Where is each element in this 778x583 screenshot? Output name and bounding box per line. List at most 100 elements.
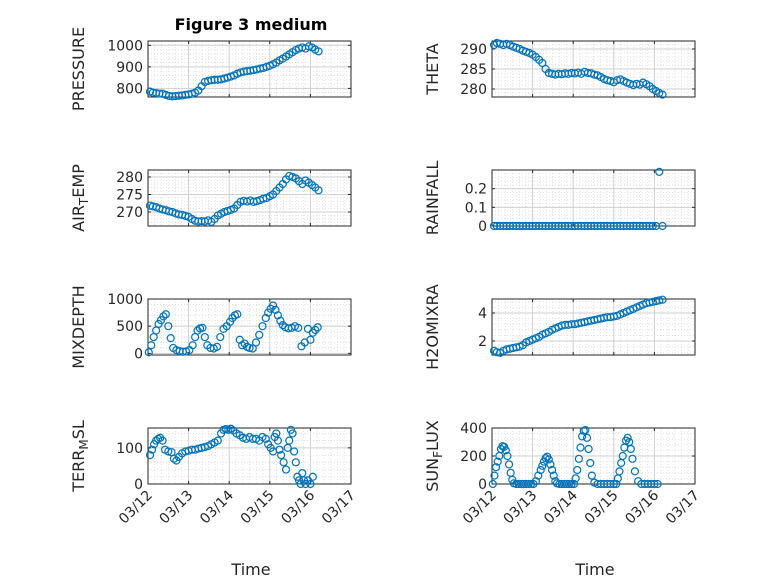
data-point <box>313 323 322 332</box>
data-point <box>612 479 621 489</box>
subplot-h2omixra: 2 4 H2OMIXRA <box>423 284 696 370</box>
y-axis-label: H2OMIXRA <box>423 284 442 370</box>
data-point <box>306 479 315 489</box>
data-point <box>576 443 585 452</box>
data-point <box>538 461 547 470</box>
data-point <box>547 465 557 475</box>
y-axis-label: AIRTEMP <box>69 164 91 232</box>
y-tick-label: 2 <box>478 334 487 350</box>
y-tick-label: 900 <box>116 60 143 76</box>
data-point <box>273 436 283 445</box>
x-axis-label-left: Time <box>230 560 270 579</box>
data-point <box>164 447 173 456</box>
y-tick-label: 4 <box>478 306 487 322</box>
data-point <box>653 479 662 489</box>
y-tick-label: 280 <box>116 170 143 186</box>
data-point <box>609 479 618 489</box>
data-point <box>161 310 170 319</box>
data-point <box>279 458 288 467</box>
data-point <box>581 426 590 435</box>
data-point <box>571 474 580 483</box>
data-point <box>658 295 667 304</box>
y-tick-label: 280 <box>460 82 487 98</box>
data-point <box>188 341 197 350</box>
data-point <box>524 479 533 489</box>
figure-title: Figure 3 medium <box>175 15 328 34</box>
data-point <box>586 458 595 468</box>
data-point <box>658 90 667 99</box>
data-point <box>628 454 637 463</box>
y-tick-label: 0 <box>134 346 143 362</box>
data-point <box>650 479 659 489</box>
data-point <box>544 455 553 464</box>
data-point <box>630 467 640 476</box>
data-point <box>144 348 153 357</box>
y-tick-label: 275 <box>116 188 143 204</box>
y-tick-label: 400 <box>460 421 487 437</box>
subplot-pressure: 800 900 1000 PRESSURE <box>69 27 352 111</box>
data-point <box>245 343 254 353</box>
data-point <box>158 436 167 445</box>
data-point <box>565 479 574 489</box>
data-point <box>233 310 242 319</box>
axes-box <box>147 298 352 356</box>
data-point <box>648 221 657 231</box>
data-point <box>255 330 264 339</box>
subplot-mixdepth: 0 500 1000 MIXDEPTH <box>69 285 352 369</box>
data-point <box>551 477 560 486</box>
y-tick-label: 0 <box>478 477 487 493</box>
data-point <box>491 463 501 472</box>
data-point <box>501 446 510 455</box>
y-tick-label: 0 <box>134 477 143 493</box>
y-axis-label: SUNFLUX <box>423 420 445 492</box>
data-point <box>275 445 284 454</box>
data-point <box>606 479 615 489</box>
data-point <box>314 186 323 195</box>
data-point <box>268 301 278 310</box>
y-tick-label: 1000 <box>107 38 143 54</box>
data-point <box>213 436 222 445</box>
data-point <box>258 322 267 331</box>
data-point <box>290 447 299 456</box>
data-point <box>658 221 667 231</box>
y-tick-label: 800 <box>116 81 143 97</box>
data-point <box>277 450 286 460</box>
data-point <box>567 479 576 489</box>
y-tick-label: 500 <box>116 319 143 335</box>
data-point <box>147 445 157 454</box>
data-point <box>488 479 497 489</box>
axes-box <box>491 298 696 356</box>
data-point <box>169 454 179 463</box>
data-point <box>164 322 173 331</box>
data-point <box>618 451 627 461</box>
data-point <box>216 332 225 342</box>
data-point <box>200 332 209 342</box>
data-point <box>503 451 512 461</box>
y-axis-label: MIXDEPTH <box>69 285 88 368</box>
data-point <box>489 221 499 231</box>
y-tick-label: 1000 <box>107 292 143 308</box>
y-tick-label: 0.1 <box>465 200 487 216</box>
data-point <box>587 471 596 480</box>
data-point <box>226 424 235 433</box>
data-point <box>574 454 583 463</box>
data-point <box>159 312 168 321</box>
data-point <box>549 471 558 480</box>
data-point <box>582 433 592 442</box>
subplot-theta: 280 285 290 THETA <box>423 38 696 99</box>
axes-box <box>147 40 352 98</box>
data-point <box>546 460 555 469</box>
y-tick-label: 200 <box>460 449 487 465</box>
data-point <box>569 479 579 489</box>
x-axis-label-right: Time <box>574 560 614 579</box>
subplot-rainfall: 0 0.1 0.2 RAINFALL <box>423 161 696 235</box>
data-point <box>584 444 593 454</box>
data-point <box>308 328 317 337</box>
data-point <box>306 335 315 344</box>
data-point <box>578 432 587 441</box>
data-point <box>490 471 499 480</box>
data-point <box>311 325 320 335</box>
